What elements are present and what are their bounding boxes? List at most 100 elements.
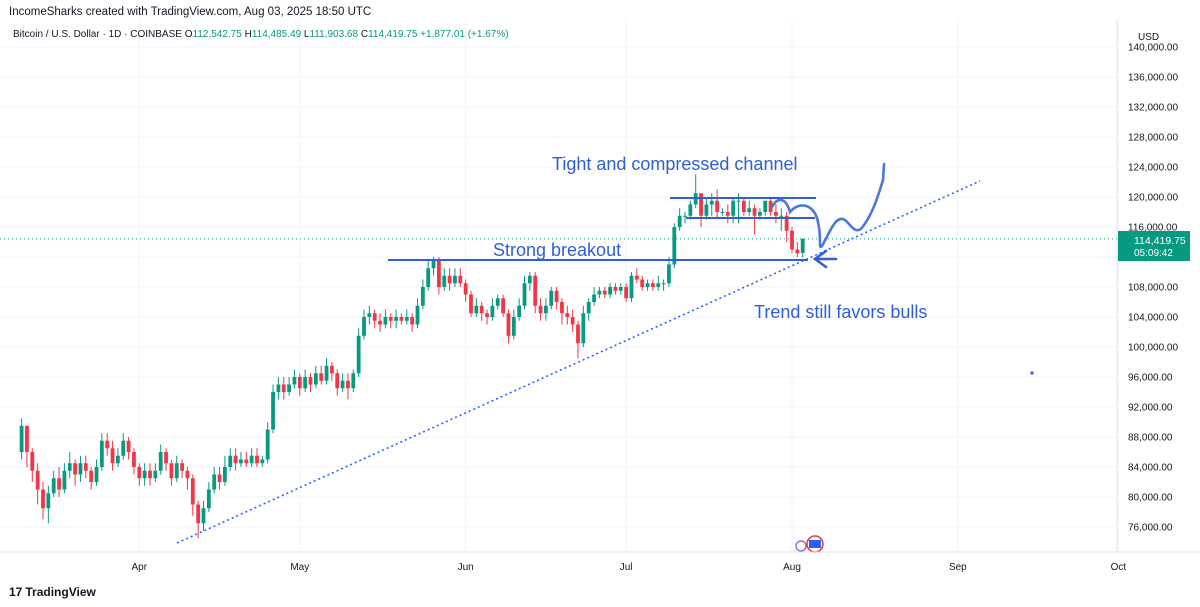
candle bbox=[420, 279, 425, 310]
event-icon[interactable] bbox=[795, 535, 824, 553]
candle bbox=[549, 287, 554, 310]
price-tick-label: 124,000.00 bbox=[1128, 163, 1178, 174]
candle bbox=[217, 467, 222, 490]
candle bbox=[153, 463, 158, 482]
candle bbox=[495, 294, 500, 310]
candle bbox=[688, 200, 693, 220]
candle bbox=[46, 485, 51, 524]
candle bbox=[458, 268, 463, 287]
candle bbox=[779, 208, 784, 231]
drawings-layer[interactable]: Tight and compressed channel Strong brea… bbox=[176, 154, 1034, 553]
projection-path[interactable] bbox=[770, 162, 886, 249]
candle bbox=[356, 328, 361, 377]
price-tick-label: 96,000.00 bbox=[1128, 373, 1173, 384]
candle bbox=[249, 448, 254, 467]
candle bbox=[308, 373, 313, 392]
candle bbox=[463, 279, 468, 302]
close-value: 114,419.75 bbox=[368, 29, 418, 40]
price-tick-label: 132,000.00 bbox=[1128, 103, 1178, 114]
candle bbox=[447, 268, 452, 291]
trendline[interactable] bbox=[176, 180, 981, 544]
candle bbox=[752, 204, 757, 235]
candle bbox=[469, 290, 473, 317]
countdown-label: 05:09:42 bbox=[1134, 248, 1173, 259]
candle bbox=[790, 227, 794, 254]
candle bbox=[148, 463, 152, 486]
candle bbox=[94, 459, 99, 486]
candle bbox=[158, 444, 163, 475]
candle bbox=[223, 455, 227, 486]
candle bbox=[410, 313, 415, 332]
candle bbox=[415, 298, 420, 329]
last-price-badge bbox=[1118, 231, 1190, 261]
symbol-legend[interactable]: Bitcoin / U.S. Dollar · 1D · COINBASE O1… bbox=[13, 29, 509, 40]
candle bbox=[720, 208, 725, 216]
date-tick-label: Sep bbox=[949, 562, 967, 573]
date-axis[interactable]: Apr May Jun Jul Aug Sep Oct bbox=[0, 551, 1200, 573]
candle bbox=[83, 455, 88, 479]
candle bbox=[597, 287, 602, 299]
candle bbox=[586, 298, 591, 321]
price-tick-label: 108,000.00 bbox=[1128, 283, 1178, 294]
candle bbox=[265, 422, 270, 464]
candle bbox=[372, 309, 377, 329]
candle bbox=[297, 373, 302, 396]
candle bbox=[99, 433, 104, 471]
candle bbox=[608, 283, 612, 299]
open-label: O bbox=[184, 29, 193, 40]
candle bbox=[239, 452, 243, 467]
open-value: 112,542.75 bbox=[192, 29, 242, 40]
candle bbox=[335, 369, 340, 396]
date-tick-label: Apr bbox=[132, 562, 148, 573]
candle bbox=[399, 313, 404, 325]
candle bbox=[73, 459, 77, 486]
candle bbox=[533, 272, 538, 314]
date-tick-label: Jun bbox=[458, 562, 474, 573]
tradingview-logo[interactable]: 17 TradingView bbox=[9, 585, 96, 599]
channel-annotation[interactable]: Tight and compressed channel bbox=[552, 154, 797, 174]
candle bbox=[656, 275, 661, 291]
price-tick-label: 120,000.00 bbox=[1128, 193, 1178, 204]
candle bbox=[768, 197, 773, 216]
candle bbox=[116, 448, 120, 467]
trend-annotation[interactable]: Trend still favors bulls bbox=[754, 302, 927, 322]
candle bbox=[506, 309, 511, 344]
candle bbox=[581, 305, 586, 347]
candle bbox=[485, 309, 489, 325]
candle bbox=[201, 500, 206, 531]
candle bbox=[292, 369, 297, 389]
candle bbox=[453, 268, 457, 287]
tradingview-logo-icon: 17 bbox=[9, 585, 23, 599]
candle bbox=[517, 298, 522, 321]
candle bbox=[704, 197, 709, 220]
high-label: H bbox=[244, 29, 252, 40]
candle bbox=[78, 455, 83, 482]
candle bbox=[404, 309, 409, 325]
candle bbox=[41, 482, 45, 520]
candle bbox=[303, 369, 308, 392]
candle bbox=[511, 309, 516, 340]
candle bbox=[196, 500, 201, 539]
candle bbox=[383, 309, 388, 329]
candle bbox=[324, 358, 329, 385]
candle bbox=[570, 309, 575, 332]
candle bbox=[164, 448, 168, 471]
breakout-annotation[interactable]: Strong breakout bbox=[493, 240, 621, 260]
candle bbox=[233, 448, 238, 471]
arrow-icon bbox=[812, 249, 838, 269]
price-axis[interactable]: USD 140,000.00 136,000.00 132,000.00 128,00… bbox=[1116, 19, 1190, 552]
candle bbox=[57, 467, 61, 497]
candle bbox=[190, 474, 195, 516]
candle bbox=[89, 467, 94, 490]
candle bbox=[442, 268, 447, 291]
candle bbox=[693, 174, 698, 209]
candle bbox=[180, 459, 184, 479]
creator-line: IncomeSharks created with TradingView.co… bbox=[9, 6, 372, 18]
candle bbox=[800, 238, 805, 258]
candle bbox=[784, 212, 789, 242]
candle bbox=[174, 455, 179, 482]
candle bbox=[105, 433, 110, 456]
candle bbox=[228, 448, 233, 471]
candle bbox=[394, 309, 398, 329]
